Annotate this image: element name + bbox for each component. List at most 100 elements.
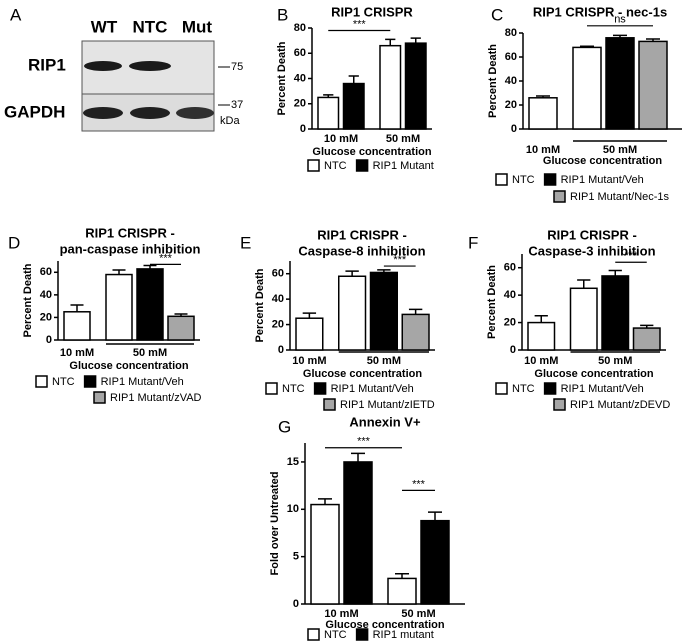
bar xyxy=(601,275,630,351)
error-bar xyxy=(70,304,84,312)
y-tick-label: 40 xyxy=(505,75,517,87)
bar xyxy=(528,97,558,130)
legend-swatch xyxy=(83,375,97,388)
y-axis-label: Percent Death xyxy=(487,44,499,118)
legend-swatch xyxy=(313,382,327,395)
panel-letter: F xyxy=(468,233,478,252)
legend-swatch xyxy=(35,375,48,388)
error-bar xyxy=(112,269,126,275)
x-axis-label: Glucose concentration xyxy=(534,368,653,380)
y-axis-label: Percent Death xyxy=(22,263,34,337)
legend-label: RIP1 Mutant/Nec-1s xyxy=(570,191,670,203)
error-bar xyxy=(577,279,591,289)
marker-label: 37 xyxy=(231,99,243,111)
legend-swatch xyxy=(355,628,369,641)
error-bar xyxy=(580,45,594,48)
error-bar xyxy=(377,269,391,273)
y-tick-label: 40 xyxy=(272,293,284,305)
chart-title: pan-caspase inhibition xyxy=(60,241,201,256)
error-bar xyxy=(428,511,442,521)
y-tick-label: 60 xyxy=(294,47,306,59)
error-bar xyxy=(143,264,157,269)
lane-label: WT xyxy=(91,17,118,36)
y-tick-label: 0 xyxy=(46,334,52,346)
bar xyxy=(63,311,91,341)
x-axis-label: Glucose concentration xyxy=(69,360,188,372)
legend-swatch xyxy=(495,173,508,186)
y-tick-label: 60 xyxy=(272,268,284,280)
marker-label: 75 xyxy=(231,61,243,73)
significance-label: *** xyxy=(393,254,407,266)
legend-label: RIP1 Mutant/zDEVD xyxy=(570,399,670,411)
chart-title: Caspase-3 inhibition xyxy=(528,243,655,258)
panel-letter: G xyxy=(278,417,291,436)
legend-swatch xyxy=(543,173,557,186)
x-tick-label: 10 mM xyxy=(60,347,94,359)
y-tick-label: 0 xyxy=(293,598,299,610)
y-tick-label: 20 xyxy=(505,99,517,111)
band xyxy=(130,107,170,119)
bar xyxy=(310,503,340,605)
y-tick-label: 40 xyxy=(40,289,52,301)
y-tick-label: 40 xyxy=(504,289,516,301)
y-tick-label: 15 xyxy=(287,456,299,468)
x-tick-label: 50 mM xyxy=(133,347,167,359)
y-tick-label: 20 xyxy=(294,98,306,110)
x-axis-label: Glucose concentration xyxy=(303,368,422,380)
y-tick-label: 80 xyxy=(505,27,517,39)
chart-title: RIP1 CRISPR - xyxy=(317,227,407,242)
error-bar xyxy=(345,270,359,277)
error-bar xyxy=(351,452,365,462)
x-tick-label: 50 mM xyxy=(401,608,435,620)
panel-letter: A xyxy=(10,5,22,24)
bar xyxy=(387,577,417,605)
y-tick-label: 60 xyxy=(504,262,516,274)
significance-label: ns xyxy=(614,14,626,26)
bar xyxy=(638,40,668,130)
significance-label: *** xyxy=(412,478,426,490)
legend-swatch xyxy=(495,382,508,395)
error-bar xyxy=(395,572,409,579)
row-label: GAPDH xyxy=(4,102,65,121)
x-tick-label: 50 mM xyxy=(386,133,420,145)
y-tick-label: 60 xyxy=(40,266,52,278)
chart-title: Caspase-8 inhibition xyxy=(298,243,425,258)
significance-label: *** xyxy=(357,436,371,448)
bar xyxy=(338,275,367,351)
band xyxy=(176,107,214,119)
y-tick-label: 0 xyxy=(300,123,306,135)
x-axis-label: Glucose concentration xyxy=(325,619,444,631)
y-tick-label: 20 xyxy=(272,318,284,330)
bar xyxy=(105,273,133,341)
panel-letter: E xyxy=(240,233,251,252)
legend-label: NTC xyxy=(52,376,75,388)
legend-label: RIP1 Mutant/zVAD xyxy=(110,392,202,404)
x-tick-label: 10 mM xyxy=(526,144,560,156)
chart-title: RIP1 CRISPR - nec-1s xyxy=(533,4,667,19)
chart-title: RIP1 CRISPR xyxy=(331,4,413,19)
legend-swatch xyxy=(307,159,320,172)
panel-letter: B xyxy=(277,5,288,24)
y-tick-label: 0 xyxy=(510,344,516,356)
legend-swatch xyxy=(265,382,278,395)
bar xyxy=(167,315,195,341)
bar xyxy=(401,313,430,351)
legend-label: RIP1 mutant xyxy=(373,629,434,641)
legend-swatch xyxy=(553,190,566,203)
y-tick-label: 5 xyxy=(293,551,299,563)
y-tick-label: 10 xyxy=(287,503,299,515)
error-bar xyxy=(348,75,359,84)
legend-label: RIP1 Mutant xyxy=(373,160,434,172)
y-tick-label: 20 xyxy=(504,316,516,328)
legend-swatch xyxy=(323,398,336,411)
marker-unit: kDa xyxy=(220,115,240,127)
x-tick-label: 50 mM xyxy=(598,355,632,367)
significance-label: *** xyxy=(625,250,639,262)
chart-title: RIP1 CRISPR - xyxy=(547,227,637,242)
band xyxy=(129,61,171,71)
legend-swatch xyxy=(543,382,557,395)
band xyxy=(84,61,122,71)
chart-title: Annexin V+ xyxy=(349,414,421,429)
legend-label: NTC xyxy=(512,174,535,186)
y-tick-label: 80 xyxy=(294,22,306,34)
